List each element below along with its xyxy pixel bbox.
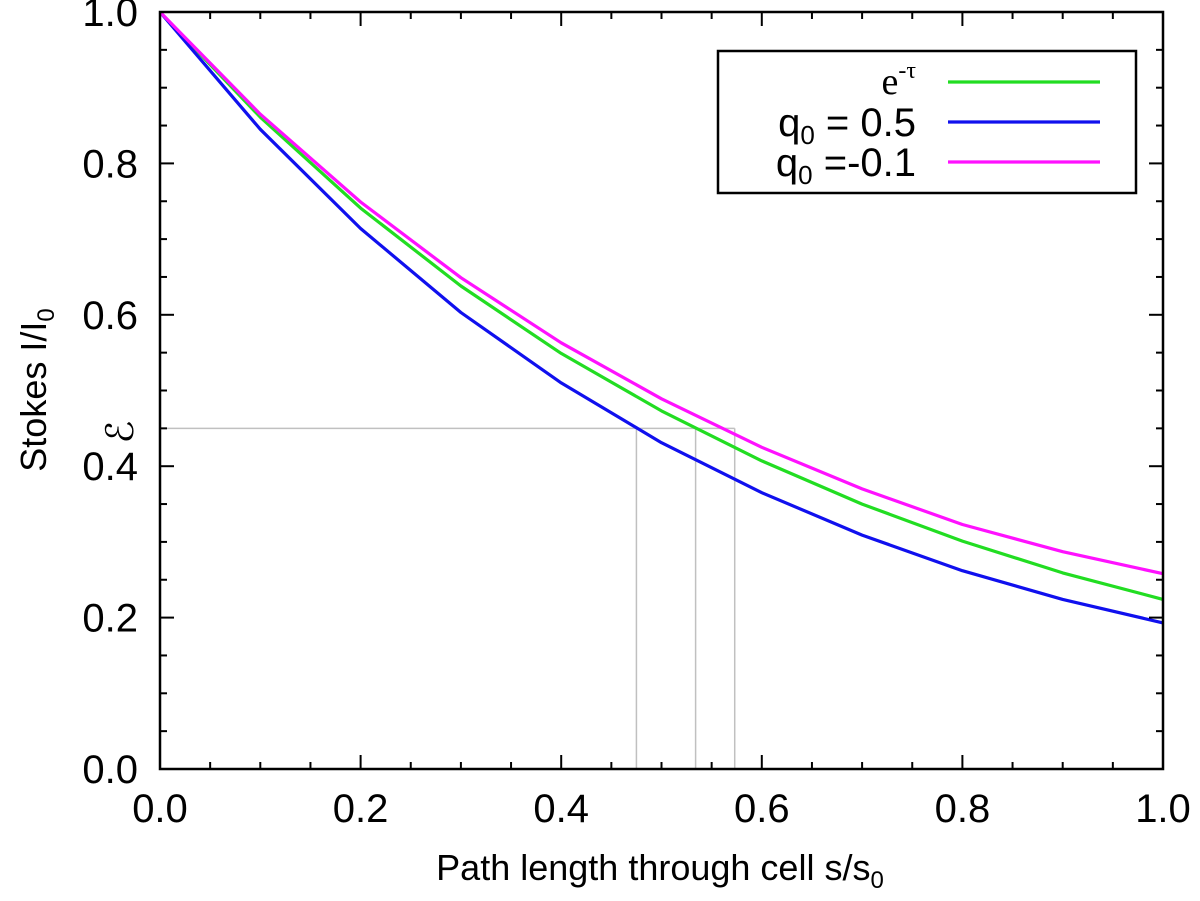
y-axis-title-sub: 0 — [33, 308, 60, 321]
x-tick-label: 0.0 — [132, 787, 188, 831]
x-axis-title: Path length through cell s/s0 — [436, 847, 884, 894]
axis-tick-labels: 0.0 0.2 0.4 0.6 0.8 1.0 0.0 0.2 0.4 0.6 0.8 1.0 — [82, 0, 1190, 831]
data-curves — [158, 10, 1164, 625]
x-tick-label: 1.0 — [1135, 787, 1191, 831]
x-tick-label: 0.4 — [533, 787, 589, 831]
series-line-3 — [158, 10, 1164, 576]
y-tick-label: 0.4 — [82, 445, 138, 489]
axis-ticks — [159, 11, 1164, 770]
y-tick-label: 1.0 — [82, 0, 138, 35]
threshold-guides — [160, 427, 736, 769]
legend: e-τq0 = 0.5q0 =-0.1 — [716, 49, 1138, 195]
legend-label-2: q0 = 0.5 — [778, 101, 916, 150]
y-tick-label: 0.0 — [82, 748, 138, 792]
series-line-1 — [158, 10, 1164, 601]
y-tick-label: 0.6 — [82, 294, 138, 338]
x-tick-label: 0.2 — [333, 787, 389, 831]
threshold-symbol: ℰ — [100, 420, 142, 443]
legend-label-3: q0 =-0.1 — [776, 141, 916, 190]
y-axis-title: Stokes I/I0 — [13, 308, 60, 471]
x-tick-label: 0.8 — [935, 787, 991, 831]
legend-label-1: e-τ — [881, 58, 916, 103]
y-tick-label: 0.8 — [82, 142, 138, 186]
y-axis-title-main: Stokes I/I — [13, 322, 54, 472]
x-axis-title-sub: 0 — [870, 867, 883, 894]
x-tick-label: 0.6 — [734, 787, 790, 831]
x-axis-title-main: Path length through cell s/s — [436, 847, 870, 888]
y-tick-label: 0.2 — [82, 597, 138, 641]
series-line-2 — [158, 10, 1164, 625]
